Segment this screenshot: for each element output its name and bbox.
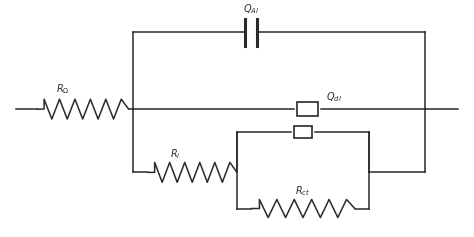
Text: $R_{ct}$: $R_{ct}$ [295,184,310,198]
Bar [297,102,318,116]
Text: $Q_{Al}$: $Q_{Al}$ [243,3,259,17]
Text: $R_i$: $R_i$ [171,147,181,161]
Bar [294,126,312,137]
Text: $Q_{dl}$: $Q_{dl}$ [326,90,341,104]
Text: $R_{\Omega}$: $R_{\Omega}$ [56,83,70,96]
